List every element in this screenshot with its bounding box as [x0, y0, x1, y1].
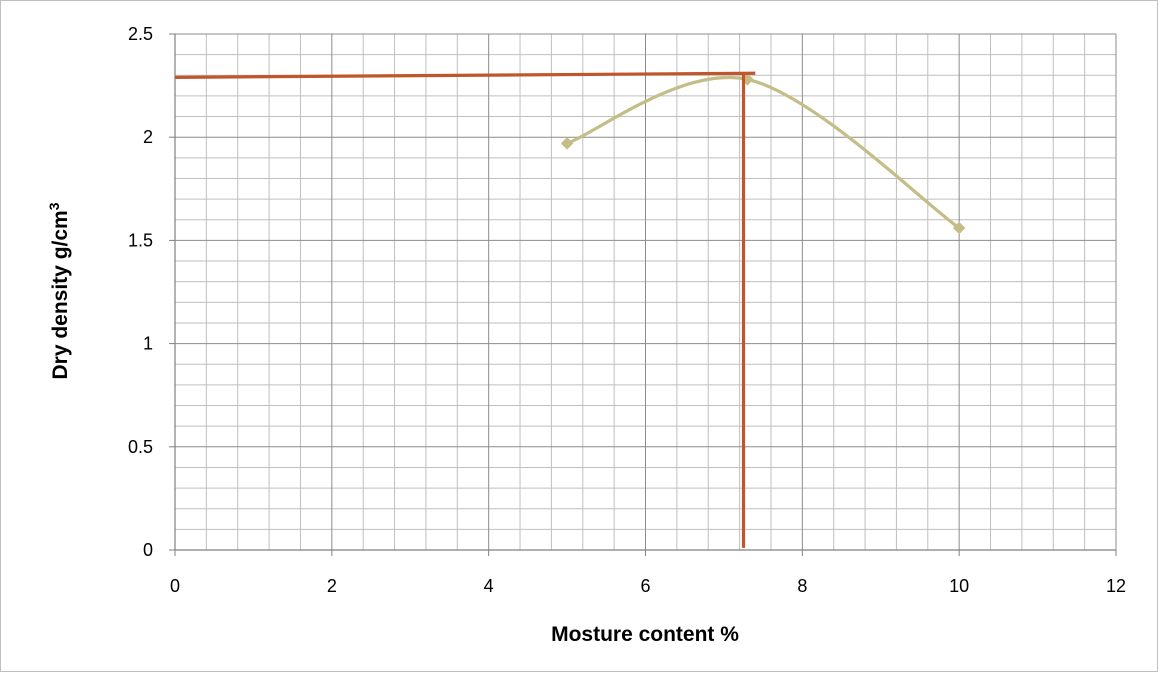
max-density-reference-line	[174, 71, 756, 79]
x-axis-title: Mosture content %	[551, 623, 739, 646]
x-tick-label: 6	[640, 576, 650, 596]
x-tick-label: 0	[170, 576, 180, 596]
y-axis-title: Dry density g/cm3	[46, 202, 72, 379]
major-grid	[174, 33, 1117, 551]
y-tick-label: 1	[143, 334, 153, 354]
x-tick-label: 10	[949, 576, 969, 596]
x-tick-label: 2	[327, 576, 337, 596]
x-tick-label: 8	[797, 576, 807, 596]
x-tick-label: 12	[1106, 576, 1126, 596]
y-tick-label: 1.5	[128, 230, 153, 250]
x-tick-label: 4	[484, 576, 494, 596]
y-tick-label: 2.5	[128, 24, 153, 44]
series-layer	[174, 71, 966, 548]
y-axis-title-main: Dry density g/cm	[49, 210, 72, 379]
y-axis-title-superscript: 3	[46, 202, 62, 210]
data-point-marker	[560, 137, 574, 150]
data-point-marker	[952, 221, 966, 235]
y-tick-label: 0	[143, 540, 153, 560]
y-tick-label: 0.5	[128, 437, 153, 457]
y-tick-label: 2	[143, 127, 153, 147]
y-tick-labels: 0 0.5 1 1.5 2 2.5	[128, 24, 175, 560]
series-curve-line	[566, 76, 961, 230]
x-tick-labels: 0 2 4 6 8 10 12	[170, 550, 1126, 596]
